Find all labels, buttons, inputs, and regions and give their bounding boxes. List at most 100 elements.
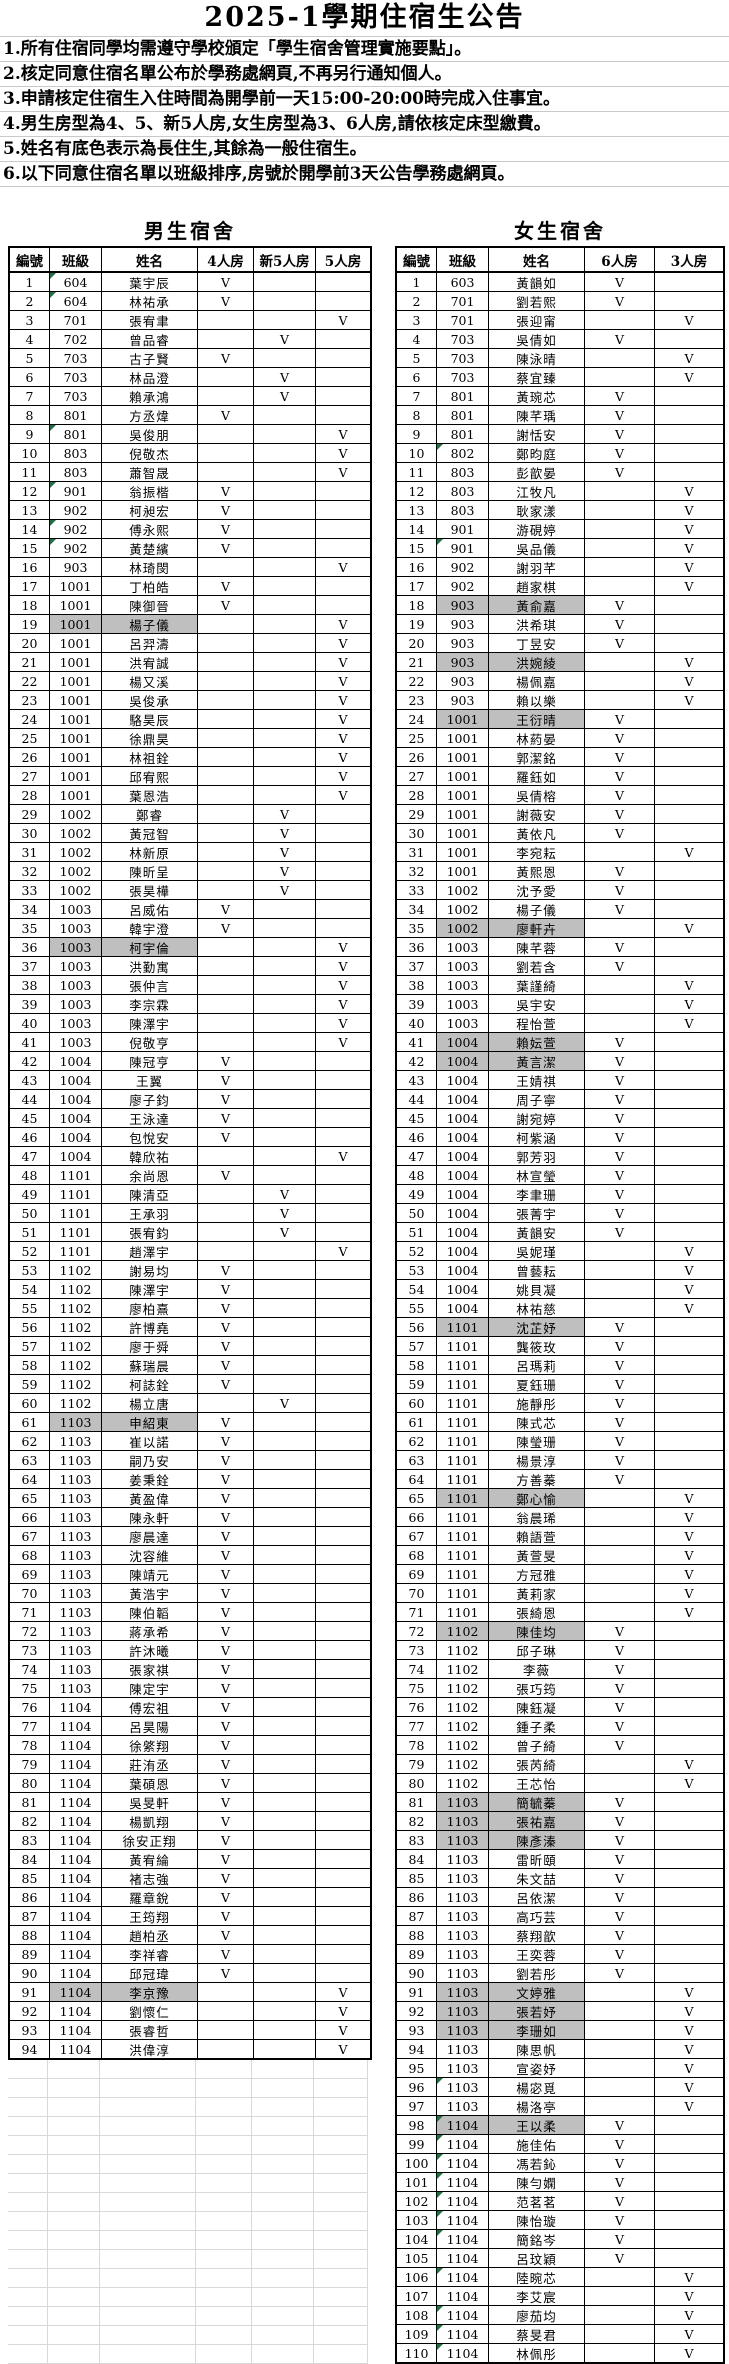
row-number-cell: 58	[397, 1356, 437, 1375]
name-cell: 劉若含	[489, 957, 585, 976]
empty-grid-row	[8, 2098, 372, 2117]
row-number-cell: 18	[10, 596, 50, 615]
class-cell: 1101	[437, 1565, 489, 1584]
room-check-cell: V	[655, 1242, 723, 1261]
empty-grid-cell	[196, 2136, 252, 2155]
name-cell: 黃依凡	[489, 824, 585, 843]
class-cell: 1003	[50, 1014, 102, 1033]
name-cell: 呂玟穎	[489, 2249, 585, 2268]
room-check-cell: V	[316, 748, 370, 767]
name-cell: 王翼	[102, 1071, 198, 1090]
room-check-cell: V	[655, 2059, 723, 2078]
female-table-row: 31 1001 李宛耘 V	[397, 843, 723, 862]
name-cell: 陳永軒	[102, 1508, 198, 1527]
room-check-cell: V	[655, 1508, 723, 1527]
name-cell: 張綺恩	[489, 1603, 585, 1622]
empty-grid-cell	[100, 2307, 196, 2326]
class-cell: 803	[437, 463, 489, 482]
male-table-row: 58 1102 蘇瑞晨 V	[10, 1356, 370, 1375]
male-table-row: 28 1001 葉恩浩 V	[10, 786, 370, 805]
row-number-cell: 45	[397, 1109, 437, 1128]
room-check-cell	[254, 349, 316, 368]
room-check-cell: V	[585, 1945, 655, 1964]
room-check-cell	[254, 615, 316, 634]
female-table-row: 75 1102 張巧筠 V	[397, 1679, 723, 1698]
name-cell: 高巧芸	[489, 1907, 585, 1926]
row-number-cell: 61	[10, 1413, 50, 1432]
name-cell: 呂依潔	[489, 1888, 585, 1907]
class-cell: 802	[437, 444, 489, 463]
male-table-row: 15 902 黃楚繽 V	[10, 539, 370, 558]
row-number-cell: 20	[10, 634, 50, 653]
room-check-cell: V	[585, 1793, 655, 1812]
room-check-cell: V	[198, 349, 254, 368]
room-check-cell: V	[316, 2021, 370, 2040]
room-check-cell: V	[585, 786, 655, 805]
room-check-cell	[254, 729, 316, 748]
empty-grid-cell	[252, 2212, 314, 2231]
class-cell: 1101	[437, 1337, 489, 1356]
name-cell: 徐安正翔	[102, 1831, 198, 1850]
room-check-cell: V	[655, 2002, 723, 2021]
room-check-cell: V	[198, 1964, 254, 1983]
room-check-cell	[254, 1318, 316, 1337]
class-cell: 1004	[437, 1109, 489, 1128]
empty-grid-cell	[196, 2117, 252, 2136]
name-cell: 葉宇辰	[102, 273, 198, 292]
male-table-row: 31 1002 林新原 V	[10, 843, 370, 862]
room-check-cell: V	[338, 2041, 348, 2057]
room-check-cell	[316, 387, 370, 406]
empty-grid-cell	[252, 2079, 314, 2098]
empty-grid-cell	[252, 2269, 314, 2288]
male-header-1: 班級	[50, 248, 102, 273]
room-check-cell: V	[198, 1679, 254, 1698]
room-check-cell	[316, 1185, 370, 1204]
room-check-cell	[254, 482, 316, 501]
class-cell: 1104	[50, 1793, 102, 1812]
empty-grid-cell	[314, 2060, 368, 2079]
class-cell: 902	[50, 539, 102, 558]
room-check-cell	[585, 2268, 655, 2287]
female-table-row: 102 1104 范茗茗 V	[397, 2192, 723, 2211]
room-check-cell: V	[198, 1641, 254, 1660]
room-check-cell: V	[316, 1983, 370, 2002]
class-cell: 901	[50, 482, 102, 501]
class-cell: 1001	[50, 634, 102, 653]
female-dorm-table: 編號 班級 姓名 6人房 3人房 1 603 黃韻如 V 2 701 劉若熙 V 3 701 張迎甯 V 4 703…	[395, 246, 725, 2364]
class-cell: 803	[50, 444, 102, 463]
empty-grid-cell	[314, 2174, 368, 2193]
room-check-cell: V	[585, 2211, 655, 2230]
row-number-cell: 65	[397, 1489, 437, 1508]
female-table-row: 92 1103 張若妤 V	[397, 2002, 723, 2021]
name-cell: 李艾宸	[489, 2287, 585, 2306]
class-cell: 1104	[50, 1755, 102, 1774]
row-number-cell: 107	[397, 2287, 437, 2306]
male-table-row: 17 1001 丁柏皓 V	[10, 577, 370, 596]
rules-list: 1.所有住宿同學均需遵守學校頒定「學生宿舍管理實施要點」。 2.核定同意住宿名單…	[0, 37, 729, 187]
room-check-cell	[585, 1527, 655, 1546]
name-cell: 許沐曦	[102, 1641, 198, 1660]
room-check-cell	[316, 1945, 370, 1964]
room-check-cell	[254, 1812, 316, 1831]
room-check-cell	[254, 311, 316, 330]
room-check-cell	[254, 1014, 316, 1033]
male-table-row: 49 1101 陳清亞 V	[10, 1185, 370, 1204]
male-table-row: 59 1102 柯誌銓 V	[10, 1375, 370, 1394]
room-check-cell	[655, 1717, 723, 1736]
room-check-cell	[316, 1736, 370, 1755]
empty-grid-cell	[314, 2117, 368, 2136]
room-check-cell	[655, 1090, 723, 1109]
room-check-cell	[198, 710, 254, 729]
row-number-cell: 70	[10, 1584, 50, 1603]
row-number-cell: 49	[10, 1185, 50, 1204]
name-cell: 黃琬芯	[489, 387, 585, 406]
empty-grid-cell	[196, 2060, 252, 2079]
male-table-row: 5 703 古子賢 V	[10, 349, 370, 368]
room-check-cell	[316, 1622, 370, 1641]
row-number-cell: 60	[10, 1394, 50, 1413]
room-check-cell	[316, 1451, 370, 1470]
row-number-cell: 86	[397, 1888, 437, 1907]
class-cell: 1103	[437, 2021, 489, 2040]
class-cell: 1103	[50, 1432, 102, 1451]
row-number-cell: 76	[10, 1698, 50, 1717]
